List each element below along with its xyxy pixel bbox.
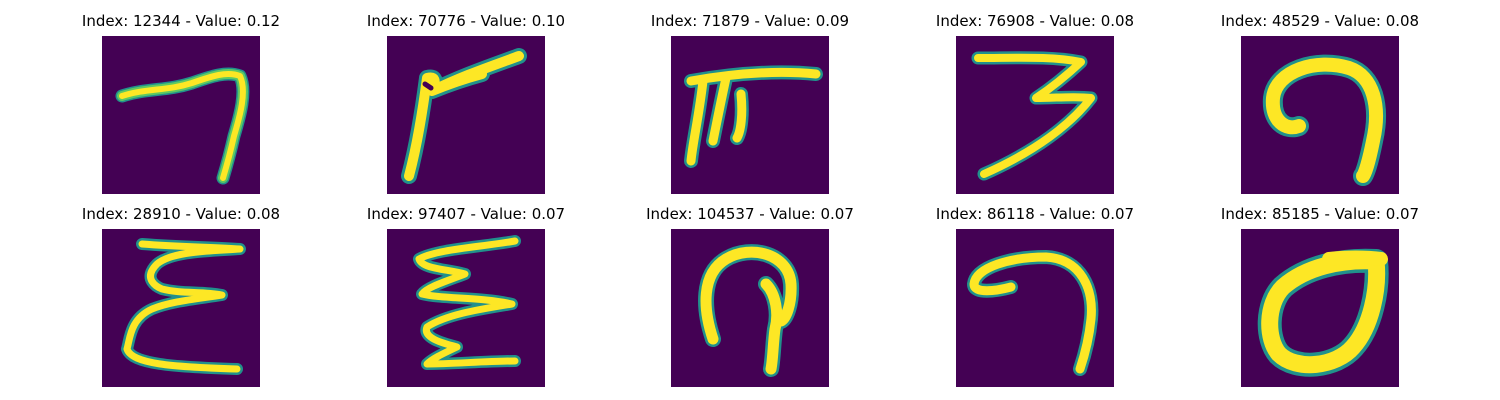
glyph-zigzag-w-icon bbox=[413, 235, 521, 370]
panel-title: Index: 48529 - Value: 0.08 bbox=[1220, 12, 1420, 30]
glyph-slanted-seven-icon bbox=[401, 48, 527, 184]
glyph-o-loop-icon bbox=[1257, 248, 1389, 377]
glyph-seven-curl-icon bbox=[967, 250, 1099, 376]
panel-title: Index: 70776 - Value: 0.10 bbox=[366, 12, 566, 30]
digit-image bbox=[387, 229, 545, 387]
panel-1: Index: 12344 - Value: 0.12 bbox=[82, 12, 280, 194]
digit-image bbox=[1241, 36, 1399, 194]
panel-title: Index: 104537 - Value: 0.07 bbox=[646, 205, 854, 223]
glyph-arch-loop-icon bbox=[698, 244, 800, 377]
panel-title: Index: 85185 - Value: 0.07 bbox=[1220, 205, 1420, 223]
digit-image bbox=[102, 229, 260, 387]
digit-image bbox=[956, 229, 1114, 387]
glyph-curl-hook-icon bbox=[1262, 54, 1386, 186]
panel-10: Index: 85185 - Value: 0.07 bbox=[1221, 205, 1419, 387]
panel-title: Index: 12344 - Value: 0.12 bbox=[81, 12, 281, 30]
panel-5: Index: 48529 - Value: 0.08 bbox=[1221, 12, 1419, 194]
panel-title: Index: 28910 - Value: 0.08 bbox=[81, 205, 281, 223]
panel-3: Index: 71879 - Value: 0.09 bbox=[651, 12, 849, 194]
digit-image bbox=[671, 229, 829, 387]
panel-4: Index: 76908 - Value: 0.08 bbox=[936, 12, 1134, 194]
panel-title: Index: 86118 - Value: 0.07 bbox=[935, 205, 1135, 223]
panel-9: Index: 86118 - Value: 0.07 bbox=[936, 205, 1134, 387]
panel-6: Index: 28910 - Value: 0.08 bbox=[82, 205, 280, 387]
digit-image bbox=[956, 36, 1114, 194]
digit-image bbox=[387, 36, 545, 194]
glyph-seven-open-icon bbox=[115, 67, 250, 185]
panel-title: Index: 76908 - Value: 0.08 bbox=[935, 12, 1135, 30]
panel-title: Index: 97407 - Value: 0.07 bbox=[366, 205, 566, 223]
panel-2: Index: 70776 - Value: 0.10 bbox=[367, 12, 565, 194]
digit-image bbox=[102, 36, 260, 194]
glyph-pi-shape-icon bbox=[684, 65, 823, 168]
glyph-three-icon bbox=[971, 51, 1098, 181]
digit-image bbox=[1241, 229, 1399, 387]
digit-image bbox=[671, 36, 829, 194]
panel-title: Index: 71879 - Value: 0.09 bbox=[650, 12, 850, 30]
glyph-zigzag-e-icon bbox=[121, 238, 246, 375]
panel-7: Index: 97407 - Value: 0.07 bbox=[367, 205, 565, 387]
panel-8: Index: 104537 - Value: 0.07 bbox=[646, 205, 854, 387]
